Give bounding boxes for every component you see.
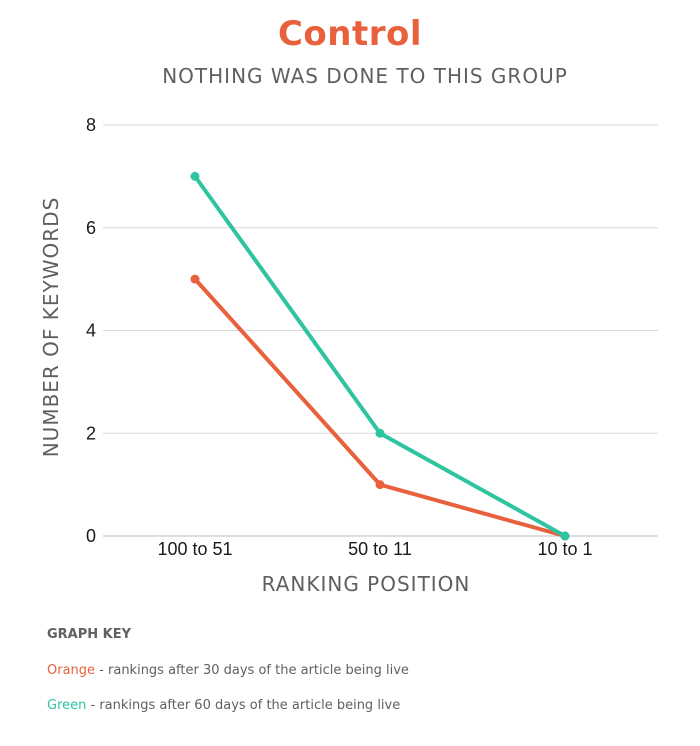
- y-axis-label: NUMBER OF KEYWORDS: [39, 197, 63, 458]
- gridlines: [103, 124, 658, 537]
- graph-key-orange: Orange - rankings after 30 days of the a…: [47, 663, 409, 678]
- x-tick-label: 10 to 1: [537, 539, 592, 559]
- data-point: [375, 480, 385, 490]
- chart-title: Control: [277, 14, 423, 54]
- data-point: [560, 531, 570, 541]
- data-point: [375, 428, 385, 438]
- series-lines: [190, 171, 570, 541]
- y-tick-label-8: 8: [86, 115, 96, 135]
- graph-key-green-word: Green: [47, 698, 87, 713]
- y-tick-label-2: 2: [86, 423, 96, 443]
- data-point: [190, 171, 200, 181]
- y-tick-label-0: 0: [86, 526, 96, 546]
- y-tick-label-4: 4: [86, 321, 96, 341]
- graph-key-orange-word: Orange: [47, 663, 96, 678]
- series-line-1: [193, 277, 567, 538]
- x-axis-label: RANKING POSITION: [262, 572, 471, 596]
- graph-key-green-text: - rankings after 60 days of the article …: [86, 698, 401, 713]
- y-tick-labels: 0 2 4 6 8: [86, 115, 96, 546]
- x-tick-label: 100 to 51: [157, 539, 232, 559]
- x-tick-label: 50 to 11: [348, 539, 412, 559]
- y-tick-label-6: 6: [86, 218, 96, 238]
- x-tick-labels: 100 to 51 50 to 11 10 to 1: [157, 539, 592, 559]
- chart-subtitle: NOTHING WAS DONE TO THIS GROUP: [162, 64, 568, 88]
- graph-key-green: Green - rankings after 60 days of the ar…: [47, 698, 400, 713]
- data-point: [190, 274, 200, 284]
- graph-key-title: GRAPH KEY: [47, 627, 132, 642]
- graph-key-orange-text: - rankings after 30 days of the article …: [95, 663, 409, 678]
